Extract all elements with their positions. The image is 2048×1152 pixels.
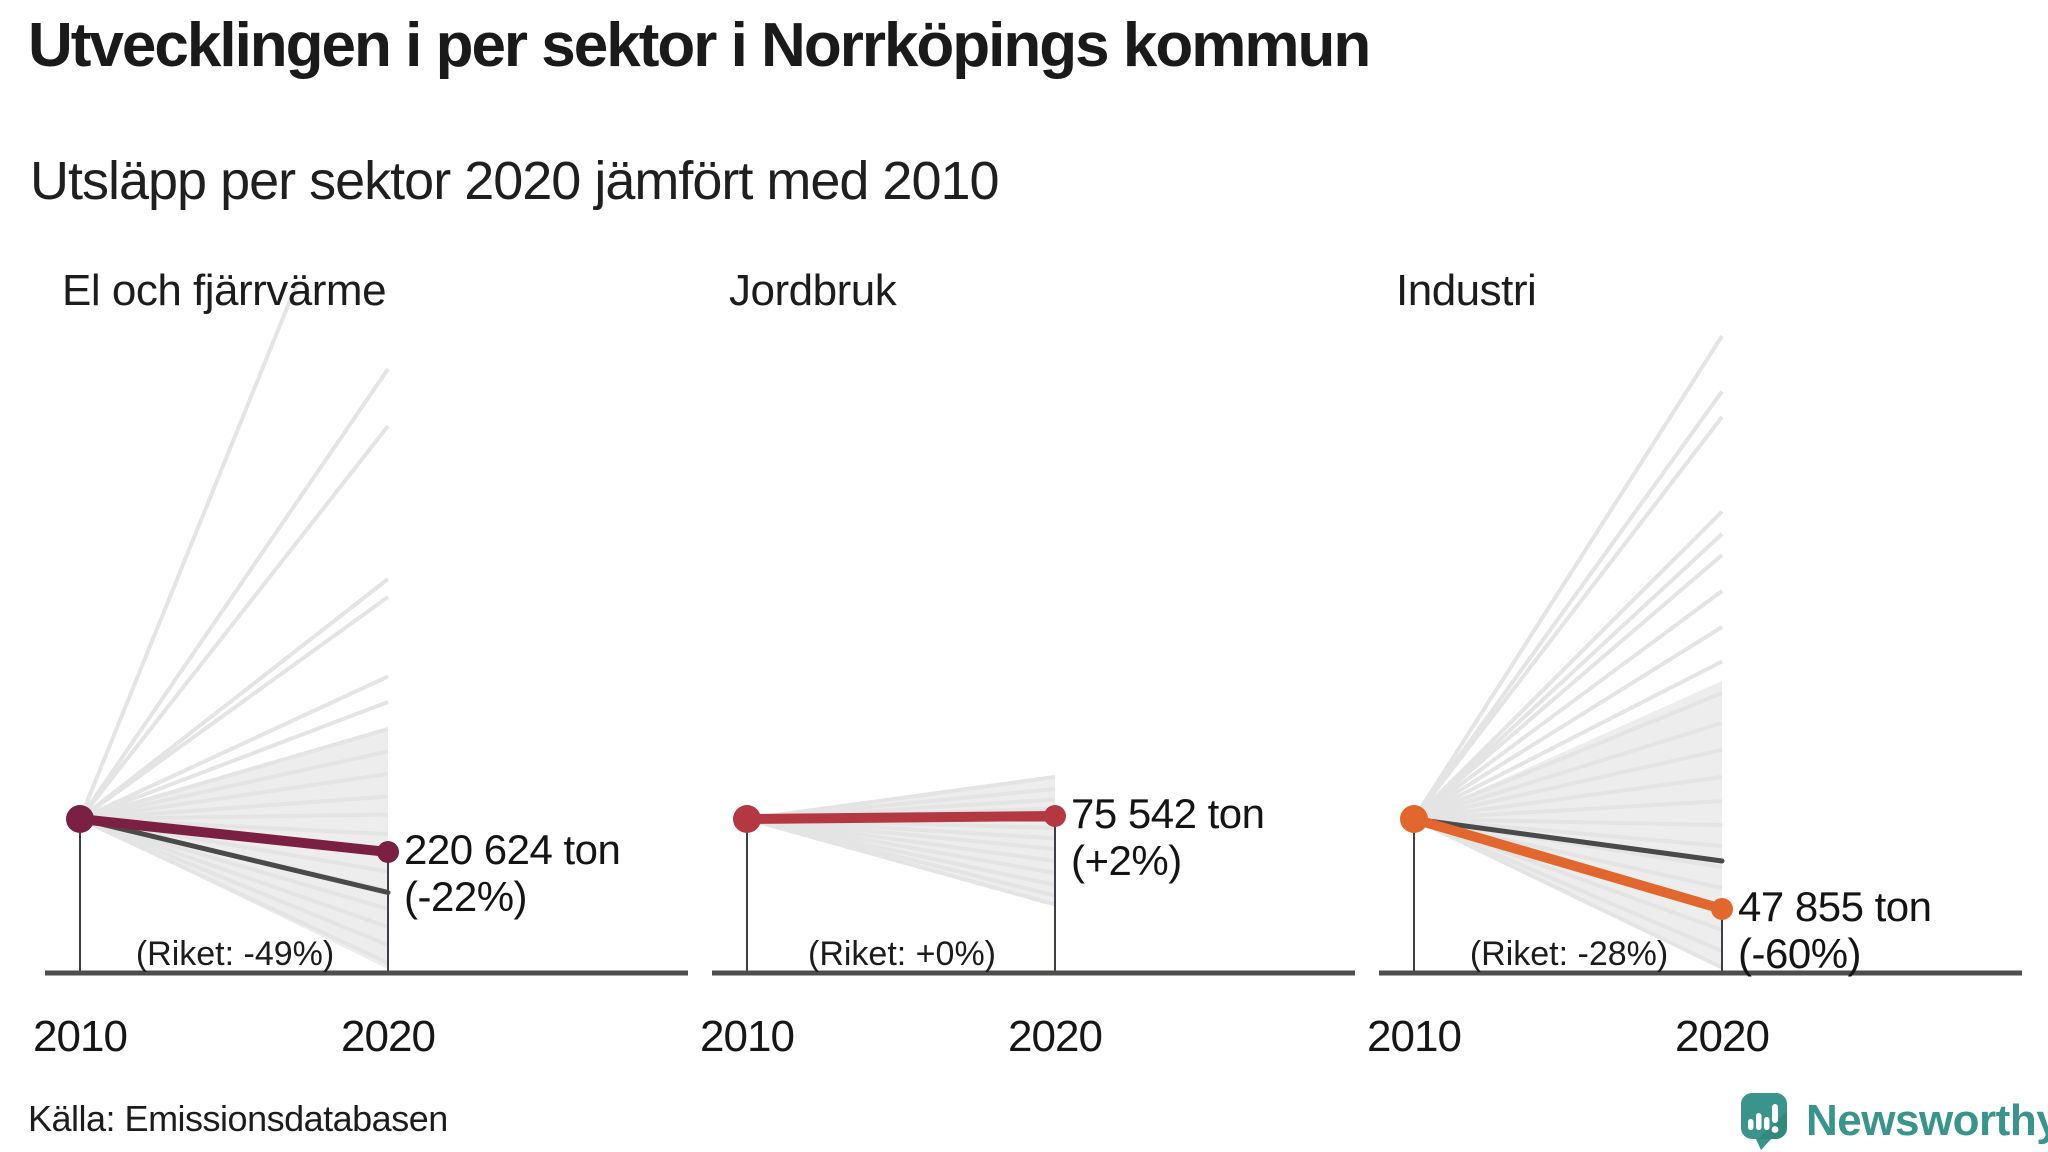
x-tick-2010: 2010 (33, 1012, 128, 1061)
slope-chart-industri (1379, 334, 2022, 976)
newsworthy-wordmark: Newsworthy (1806, 1096, 2048, 1145)
sector-title: El och fjärrvärme (62, 266, 387, 315)
value-change: (+2%) (1071, 837, 1182, 885)
value-change: (-22%) (404, 873, 528, 921)
value-label: 47 855 ton (-60%) (1738, 883, 1932, 977)
x-tick-2020: 2020 (341, 1012, 436, 1061)
newsworthy-bubble-chart-icon (1741, 1093, 1787, 1150)
chart-subtitle: Utsläpp per sektor 2020 jämfört med 2010 (30, 151, 1000, 211)
x-tick-2020: 2020 (1675, 1012, 1770, 1061)
value-label: 75 542 ton (+2%) (1071, 790, 1265, 884)
panel-jordbruk: Jordbruk 75 542 ton (+2%) (Riket: +0%) 2… (687, 200, 1377, 1100)
value-ton: 220 624 ton (404, 826, 621, 873)
value-change: (-60%) (1738, 930, 1862, 978)
riket-annotation: (Riket: -28%) (1469, 935, 1669, 973)
panel-industri: Industri 47 855 ton (-60%) (Riket: -28%)… (1354, 200, 2044, 1100)
panel-el-och-fjarrvarme: El och fjärrvärme 220 624 ton (-22%) (Ri… (20, 200, 710, 1100)
x-tick-2020: 2020 (1008, 1012, 1103, 1061)
value-ton: 75 542 ton (1071, 790, 1265, 837)
riket-annotation: (Riket: -49%) (135, 935, 335, 973)
riket-annotation: (Riket: +0%) (808, 935, 996, 973)
newsworthy-logo: Newsworthy (1740, 1090, 2048, 1152)
slope-chart-el-och-fjarrvarme (45, 282, 688, 976)
value-ton: 47 855 ton (1738, 883, 1932, 930)
x-tick-2010: 2010 (1367, 1012, 1462, 1061)
slope-chart-jordbruk (712, 775, 1355, 976)
sector-title: Jordbruk (729, 266, 897, 315)
value-label: 220 624 ton (-22%) (404, 826, 621, 921)
source-note: Källa: Emissionsdatabasen (28, 1098, 448, 1139)
sector-title: Industri (1396, 266, 1537, 315)
x-tick-2010: 2010 (700, 1012, 795, 1061)
chart-title: Utvecklingen i per sektor i Norrköpings … (28, 11, 1371, 80)
